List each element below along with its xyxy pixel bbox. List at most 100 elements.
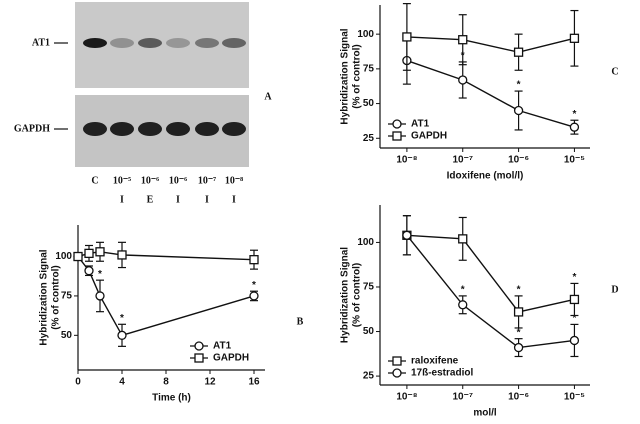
legend-marker [392, 119, 402, 129]
marker [513, 342, 524, 353]
panel-label: A [264, 91, 272, 102]
lane-label: C [91, 175, 98, 186]
x-axis-label: mol/l [473, 408, 497, 419]
lane-treatment: I [205, 194, 209, 205]
marker [117, 250, 127, 260]
marker [402, 32, 412, 42]
significance: * [517, 80, 521, 91]
significance: * [461, 285, 465, 296]
marker [95, 247, 105, 257]
legend-label: AT1 [411, 119, 430, 130]
marker [458, 35, 468, 45]
band [138, 122, 162, 136]
x-tick-label: 10⁻⁵ [564, 155, 585, 166]
series-line [406, 234, 575, 349]
lane-label: 10⁻⁷ [198, 175, 216, 186]
lane-treatment: I [120, 194, 124, 205]
marker [458, 75, 468, 85]
x-tick-label: 16 [248, 377, 260, 388]
significance: * [252, 280, 256, 291]
legend-marker [392, 368, 402, 378]
lane-label: 10⁻⁶ [141, 175, 159, 186]
y-axis-label: (% of control) [352, 263, 363, 327]
lane-label: 10⁻⁶ [169, 175, 187, 186]
marker [95, 291, 105, 301]
marker [513, 105, 524, 116]
y-axis-label: Hybridization Signal [340, 28, 351, 124]
marker [84, 248, 94, 259]
x-tick-label: 10⁻⁸ [396, 392, 417, 403]
band [110, 38, 134, 48]
band [166, 122, 190, 136]
significance: * [120, 313, 124, 324]
lane-treatment: I [232, 194, 236, 205]
lane-treatment: I [176, 194, 180, 205]
lane-treatment: E [147, 194, 154, 205]
panel-label: C [611, 66, 618, 77]
x-tick-label: 10⁻⁶ [508, 392, 529, 403]
band [83, 38, 107, 48]
legend-marker [392, 131, 402, 141]
band [222, 38, 246, 48]
significance: * [572, 313, 576, 324]
significance: * [517, 327, 521, 338]
band-label: AT1 [32, 37, 50, 48]
marker [84, 266, 94, 276]
band [166, 38, 190, 48]
x-axis-label: Time (h) [152, 393, 191, 404]
y-axis-label: (% of control) [51, 265, 62, 329]
marker [458, 300, 468, 310]
x-axis-label: Idoxifene (mol/l) [447, 171, 524, 182]
lane-label: 10⁻⁵ [113, 175, 131, 186]
marker [569, 335, 580, 346]
marker [569, 33, 580, 43]
marker [249, 255, 259, 265]
significance: * [517, 285, 521, 296]
y-tick-label: 75 [363, 64, 375, 75]
x-tick-label: 10⁻⁸ [396, 155, 417, 166]
marker [73, 251, 83, 262]
legend-label: GAPDH [411, 131, 447, 142]
series-line [406, 36, 575, 53]
series-line [406, 59, 575, 128]
y-axis-label: Hybridization Signal [340, 247, 351, 343]
band [83, 122, 107, 136]
y-tick-label: 25 [363, 371, 375, 382]
lane-label: 10⁻⁸ [225, 175, 243, 186]
marker [458, 234, 468, 244]
x-tick-label: 8 [163, 377, 169, 388]
y-tick-label: 75 [363, 282, 375, 293]
legend-label: AT1 [213, 341, 232, 352]
y-axis-label: Hybridization Signal [39, 249, 50, 345]
band [222, 122, 246, 136]
y-tick-label: 100 [55, 251, 72, 262]
x-tick-label: 10⁻⁶ [508, 155, 529, 166]
legend-marker [392, 356, 402, 366]
legend-label: GAPDH [213, 353, 249, 364]
band [195, 122, 219, 136]
band-label: GAPDH [14, 123, 50, 134]
y-tick-label: 100 [357, 29, 374, 40]
panel-label: D [611, 284, 618, 295]
x-tick-label: 10⁻⁷ [452, 392, 473, 403]
y-tick-label: 50 [61, 330, 73, 341]
legend-marker [194, 353, 204, 363]
legend-marker [194, 341, 204, 351]
y-axis-label: (% of control) [352, 44, 363, 108]
significance: * [98, 269, 102, 280]
significance: * [572, 109, 576, 120]
legend-label: 17ß-estradiol [411, 368, 473, 379]
marker [569, 294, 580, 305]
legend-label: raloxifene [411, 356, 459, 367]
panel-label: B [297, 316, 304, 327]
band [110, 122, 134, 136]
marker [513, 47, 524, 57]
marker [117, 330, 127, 340]
x-tick-label: 10⁻⁷ [452, 155, 473, 166]
y-tick-label: 75 [61, 291, 73, 302]
x-tick-label: 0 [75, 377, 81, 388]
y-tick-label: 100 [357, 237, 374, 248]
band [138, 38, 162, 48]
x-tick-label: 12 [204, 377, 216, 388]
